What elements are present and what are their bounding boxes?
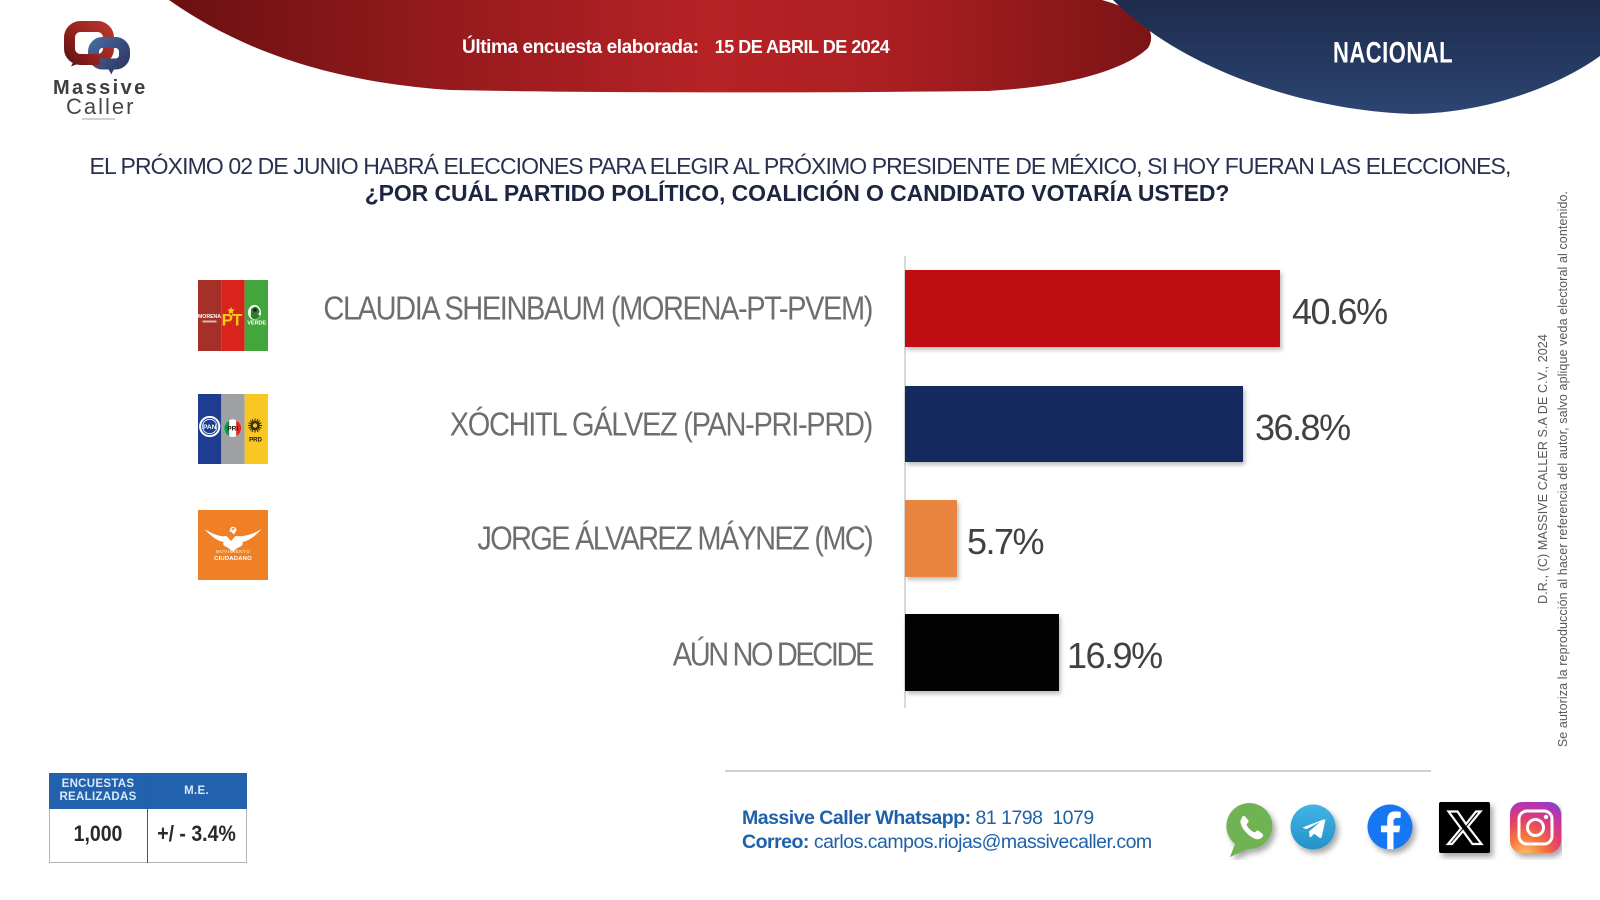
svg-text:MORENA: MORENA	[198, 314, 221, 320]
svg-text:PRI: PRI	[227, 426, 238, 433]
svg-text:PRD: PRD	[249, 438, 262, 444]
svg-text:MOVIMIENTO: MOVIMIENTO	[216, 549, 251, 555]
svg-text:CIUDADANO: CIUDADANO	[214, 556, 252, 562]
svg-text:VERDE: VERDE	[247, 321, 266, 327]
svg-text:PAN: PAN	[203, 424, 217, 431]
svg-text:PT: PT	[222, 311, 243, 330]
